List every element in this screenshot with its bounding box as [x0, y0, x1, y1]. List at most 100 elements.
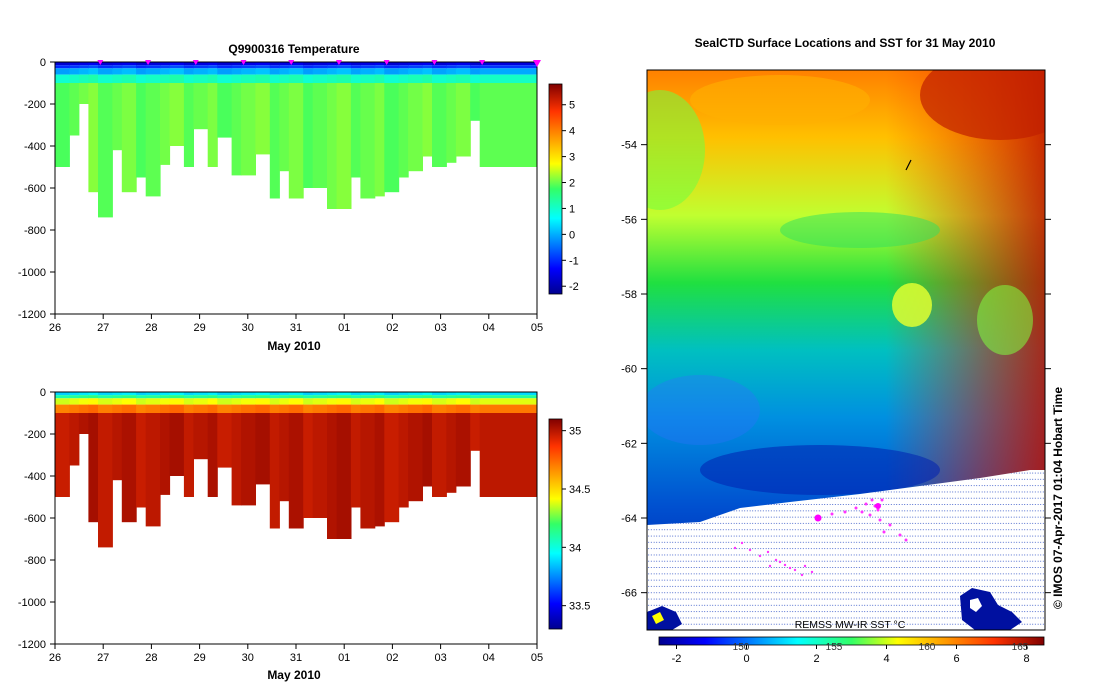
- temperature-colorbar-ticks: 5 4 3 2 1 0 -1 -2: [562, 100, 579, 293]
- surface-location: [888, 523, 892, 527]
- sst-longitude-label: 165: [1012, 642, 1029, 653]
- section-cell: [169, 413, 185, 476]
- section-cell: [408, 68, 423, 75]
- section-cell: [279, 398, 290, 405]
- section-cell: [279, 413, 290, 502]
- section-cell: [207, 398, 218, 405]
- x-tick-label: 04: [483, 322, 495, 334]
- section-cell: [303, 83, 314, 188]
- section-cell: [55, 74, 70, 83]
- section-cell: [360, 62, 376, 66]
- section-cell: [255, 404, 271, 413]
- section-cell: [207, 65, 218, 69]
- colorbar-tick-label: 33.5: [569, 601, 590, 613]
- surface-location: [740, 541, 744, 545]
- section-cell: [374, 398, 385, 405]
- surface-location: [830, 512, 834, 516]
- surface-location-highlight: [875, 503, 881, 509]
- temperature-section-plot: [55, 62, 537, 218]
- sst-map-title: SealCTD Surface Locations and SST for 31…: [695, 36, 996, 50]
- section-cell: [160, 398, 171, 405]
- section-cell: [241, 398, 256, 405]
- section-cell: [241, 395, 256, 399]
- section-cell: [112, 74, 123, 83]
- section-cell: [160, 62, 171, 66]
- section-cell: [374, 404, 385, 413]
- section-cell: [312, 395, 328, 399]
- section-cell: [432, 65, 447, 69]
- x-tick-label: 31: [290, 322, 302, 334]
- section-cell: [121, 392, 137, 396]
- y-tick-label: -200: [24, 429, 46, 441]
- section-cell: [303, 413, 314, 518]
- section-cell: [88, 83, 99, 193]
- section-cell: [69, 62, 80, 66]
- lat-tick-label: -60: [621, 364, 637, 376]
- surface-location: [733, 546, 737, 550]
- section-cell: [136, 62, 147, 66]
- section-cell: [384, 392, 400, 396]
- section-cell: [422, 398, 433, 405]
- section-cell: [112, 65, 123, 69]
- surface-location: [774, 558, 778, 562]
- section-cell: [312, 413, 328, 518]
- profile-marker: [240, 60, 247, 65]
- lat-tick-label: -62: [621, 438, 637, 450]
- x-tick-label: 27: [97, 322, 109, 334]
- section-cell: [360, 68, 376, 75]
- section-cell: [121, 398, 137, 405]
- section-cell: [303, 404, 314, 413]
- section-cell: [136, 68, 147, 75]
- section-cell: [121, 413, 137, 523]
- section-cell: [336, 404, 352, 413]
- surface-location: [876, 508, 880, 512]
- section-cell: [183, 74, 194, 83]
- section-cell: [78, 392, 89, 396]
- section-cell: [78, 83, 89, 104]
- section-cell: [336, 413, 352, 539]
- section-cell: [432, 395, 447, 399]
- x-tick-label: 31: [290, 652, 302, 664]
- section-cell: [160, 395, 171, 399]
- x-tick-label: 05: [531, 322, 543, 334]
- section-cell: [446, 392, 457, 396]
- section-cell: [408, 413, 423, 502]
- sst-map-frame: [646, 69, 1046, 631]
- section-cell: [160, 392, 171, 396]
- section-cell: [446, 404, 457, 413]
- surface-location: [810, 570, 814, 574]
- section-cell: [269, 395, 280, 399]
- section-cell: [479, 83, 537, 167]
- temperature-profile-markers: [97, 60, 541, 67]
- section-cell: [55, 83, 70, 167]
- section-cell: [360, 74, 376, 83]
- section-cell: [255, 62, 271, 66]
- section-cell: [269, 392, 280, 396]
- section-cell: [98, 62, 113, 66]
- section-cell: [422, 65, 433, 69]
- section-cell: [446, 68, 457, 75]
- section-cell: [408, 62, 423, 66]
- x-tick-label: 30: [242, 322, 254, 334]
- section-cell: [374, 392, 385, 396]
- section-cell: [121, 62, 137, 66]
- section-cell: [207, 404, 218, 413]
- section-cell: [479, 68, 537, 75]
- section-cell: [217, 68, 233, 75]
- section-cell: [398, 83, 409, 178]
- section-cell: [384, 398, 400, 405]
- section-cell: [422, 68, 433, 75]
- y-tick-label: -1200: [18, 639, 46, 651]
- x-tick-label: 03: [434, 322, 446, 334]
- temperature-x-axis: 26 27 28 29 30 31 01 02 03 04 05: [49, 314, 543, 334]
- section-cell: [374, 83, 385, 197]
- section-cell: [327, 62, 338, 66]
- sst-colorbar-tick-label: 4: [883, 653, 889, 665]
- section-cell: [470, 404, 481, 413]
- section-cell: [55, 65, 70, 69]
- surface-location: [748, 548, 752, 552]
- section-cell: [279, 395, 290, 399]
- section-cell: [255, 398, 271, 405]
- section-cell: [350, 83, 361, 178]
- sst-colorbar: [658, 636, 1045, 646]
